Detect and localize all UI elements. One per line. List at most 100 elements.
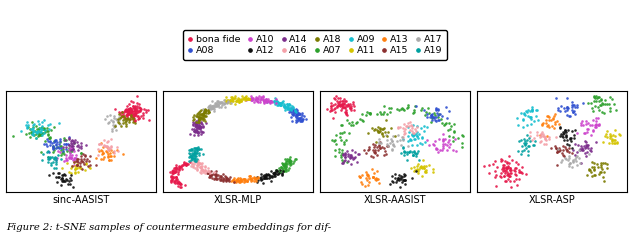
Point bbox=[71, 159, 81, 163]
Point bbox=[57, 173, 67, 177]
Point bbox=[99, 144, 109, 148]
Point bbox=[375, 111, 385, 114]
Point bbox=[191, 123, 201, 127]
Point bbox=[80, 154, 90, 158]
Point bbox=[394, 108, 404, 112]
Point bbox=[200, 114, 210, 118]
Point bbox=[53, 154, 63, 157]
Point bbox=[277, 172, 287, 176]
Point bbox=[127, 109, 137, 113]
Point bbox=[134, 114, 144, 118]
Point bbox=[123, 112, 133, 115]
Point bbox=[113, 118, 123, 122]
Point bbox=[113, 149, 123, 153]
Point bbox=[68, 185, 78, 189]
Point bbox=[66, 156, 76, 160]
Point bbox=[112, 145, 122, 149]
Point bbox=[345, 106, 355, 110]
Point bbox=[58, 149, 68, 153]
Point bbox=[590, 124, 600, 127]
Point bbox=[67, 146, 77, 150]
Point bbox=[364, 180, 374, 184]
Point bbox=[592, 125, 602, 128]
Point bbox=[191, 129, 201, 133]
Point bbox=[169, 179, 179, 183]
Point bbox=[184, 151, 194, 155]
Point bbox=[36, 133, 46, 137]
Point bbox=[256, 178, 266, 182]
Point bbox=[343, 102, 353, 106]
Point bbox=[399, 149, 410, 153]
Point bbox=[75, 166, 85, 170]
Point bbox=[193, 123, 203, 127]
Point bbox=[226, 95, 236, 99]
Point bbox=[193, 120, 203, 124]
Point bbox=[364, 147, 374, 150]
Point bbox=[353, 152, 364, 156]
Point bbox=[64, 135, 74, 139]
Point bbox=[192, 112, 202, 116]
Point bbox=[207, 105, 217, 108]
Point bbox=[136, 114, 146, 118]
Point bbox=[182, 162, 192, 166]
Point bbox=[196, 113, 206, 116]
Point bbox=[422, 125, 432, 129]
Point bbox=[280, 106, 290, 110]
Point bbox=[106, 118, 116, 122]
Point bbox=[609, 135, 619, 138]
Point bbox=[84, 163, 94, 167]
Point bbox=[347, 120, 357, 124]
Point bbox=[216, 175, 226, 178]
Point bbox=[210, 173, 220, 176]
Point bbox=[593, 108, 604, 112]
Point bbox=[292, 108, 302, 112]
Point bbox=[64, 143, 74, 147]
Point bbox=[193, 161, 203, 165]
Point bbox=[275, 103, 285, 107]
Point bbox=[592, 95, 602, 98]
Point bbox=[76, 152, 86, 155]
Point bbox=[527, 138, 537, 141]
Point bbox=[348, 102, 358, 106]
Point bbox=[558, 154, 568, 157]
Point bbox=[39, 126, 49, 130]
Point bbox=[236, 98, 246, 102]
Point bbox=[26, 132, 37, 136]
Point bbox=[334, 100, 344, 104]
Point bbox=[585, 123, 595, 127]
Point bbox=[377, 131, 387, 135]
Point bbox=[501, 165, 511, 168]
Point bbox=[337, 161, 347, 165]
Point bbox=[50, 138, 60, 142]
Point bbox=[169, 176, 179, 179]
Point bbox=[62, 161, 72, 165]
Point bbox=[594, 95, 604, 98]
Point bbox=[280, 168, 290, 172]
Point bbox=[563, 128, 573, 132]
Point bbox=[564, 164, 574, 168]
Point bbox=[565, 136, 575, 140]
Point bbox=[265, 99, 275, 102]
Point bbox=[117, 110, 127, 113]
Point bbox=[377, 132, 387, 135]
Point bbox=[222, 100, 232, 104]
Point bbox=[263, 99, 273, 103]
Point bbox=[266, 169, 276, 173]
Point bbox=[203, 110, 214, 114]
Point bbox=[383, 144, 393, 148]
Point bbox=[435, 112, 445, 116]
Point bbox=[597, 110, 607, 114]
Point bbox=[171, 165, 181, 169]
Point bbox=[240, 178, 250, 181]
Point bbox=[429, 143, 439, 147]
Point bbox=[445, 127, 455, 131]
Point bbox=[370, 127, 380, 131]
Point bbox=[349, 156, 359, 160]
Point bbox=[51, 162, 61, 166]
Point bbox=[193, 163, 203, 167]
Point bbox=[292, 112, 302, 116]
Point bbox=[190, 166, 200, 170]
Point bbox=[122, 113, 132, 117]
Point bbox=[240, 96, 250, 100]
Point bbox=[66, 166, 76, 170]
